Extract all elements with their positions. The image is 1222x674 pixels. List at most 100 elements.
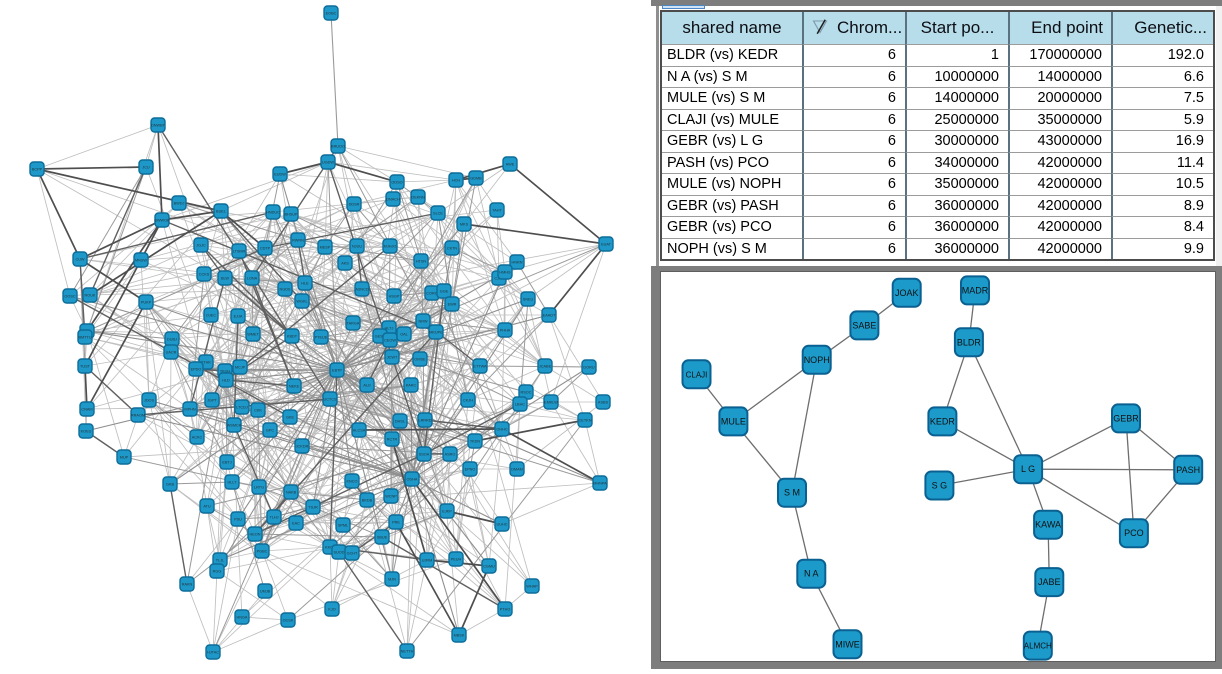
svg-text:DHSL: DHSL: [395, 420, 405, 424]
svg-text:UUHC: UUHC: [497, 523, 508, 527]
svg-text:SUOD: SUOD: [334, 551, 345, 555]
svg-text:ACKC: ACKC: [192, 436, 203, 440]
svg-text:ATU: ATU: [203, 505, 211, 509]
svg-text:ASRO: ASRO: [445, 453, 456, 457]
svg-text:HCH: HCH: [452, 179, 460, 183]
svg-text:EJKP: EJKP: [442, 510, 452, 514]
svg-text:KBDT: KBDT: [287, 335, 298, 339]
svg-text:EAC: EAC: [292, 522, 300, 526]
svg-text:OJEC: OJEC: [206, 314, 216, 318]
svg-text:MKUPE: MKUPE: [429, 331, 443, 335]
svg-text:JCWT: JCWT: [387, 356, 398, 360]
svg-text:KOEU: KOEU: [81, 430, 92, 434]
svg-text:MESP: MESP: [320, 246, 331, 250]
svg-text:ETTWA: ETTWA: [473, 365, 487, 369]
svg-text:CEOW: CEOW: [384, 339, 396, 343]
svg-text:SNEU: SNEU: [523, 298, 534, 302]
svg-text:ASNCD: ASNCD: [355, 288, 369, 292]
svg-text:MJHJO: MJHJO: [384, 245, 397, 249]
svg-text:LRRRD: LRRRD: [418, 419, 431, 423]
svg-text:HSGP: HSGP: [389, 295, 400, 299]
svg-text:BRUOO: BRUOO: [331, 145, 345, 149]
svg-text:EMKLW: EMKLW: [544, 401, 558, 405]
svg-text:CKTN: CKTN: [447, 247, 458, 251]
svg-text:RWRN: RWRN: [292, 239, 304, 243]
svg-text:PGBC: PGBC: [257, 550, 268, 554]
svg-text:HNDUC: HNDUC: [266, 211, 280, 215]
svg-text:HTSN: HTSN: [416, 260, 427, 264]
svg-text:JCABE: JCABE: [539, 365, 552, 369]
svg-text:TTHK: TTHK: [201, 361, 211, 365]
svg-text:JGJC: JGJC: [196, 244, 206, 248]
svg-text:HJTAC: HJTAC: [207, 651, 219, 655]
svg-text:UGDW: UGDW: [322, 161, 334, 165]
svg-text:KARC: KARC: [406, 384, 417, 388]
svg-text:RSOC: RSOC: [521, 391, 532, 395]
svg-text:OHHC: OHHC: [496, 428, 507, 432]
svg-text:GESD: GESD: [375, 335, 386, 339]
svg-text:GDMB: GDMB: [470, 177, 482, 181]
svg-text:OMSE: OMSE: [414, 358, 426, 362]
svg-text:MJN: MJN: [388, 578, 396, 582]
svg-text:NGDS: NGDS: [280, 288, 291, 292]
svg-text:CETKN: CETKN: [579, 419, 592, 423]
svg-text:NAKB: NAKB: [286, 491, 297, 495]
svg-text:WSMCK: WSMCK: [227, 424, 242, 428]
svg-text:WGKL: WGKL: [296, 300, 307, 304]
svg-text:BMTTU: BMTTU: [78, 336, 91, 340]
svg-text:KKOJ: KKOJ: [325, 546, 335, 550]
svg-text:ODSO: ODSO: [391, 181, 402, 185]
svg-text:AKS: AKS: [341, 262, 349, 266]
svg-text:DNACH: DNACH: [386, 198, 400, 202]
svg-text:HLCSA: HLCSA: [353, 429, 366, 433]
svg-text:PSU: PSU: [234, 518, 242, 522]
svg-text:MCJP: MCJP: [235, 366, 246, 370]
svg-text:EBTP: EBTP: [332, 369, 342, 373]
svg-text:HMHS: HMHS: [499, 271, 511, 275]
svg-text:TKDN: TKDN: [470, 440, 481, 444]
svg-text:UMJB: UMJB: [260, 590, 271, 594]
svg-text:LRTG: LRTG: [254, 486, 264, 490]
svg-text:GCHT: GCHT: [347, 552, 358, 556]
svg-text:BLW: BLW: [221, 277, 229, 281]
svg-text:RGG: RGG: [213, 570, 222, 574]
svg-text:CKK: CKK: [254, 409, 262, 413]
svg-text:TLHJ: TLHJ: [269, 516, 278, 520]
svg-text:TKUH: TKUH: [220, 370, 231, 374]
svg-text:CKJH: CKJH: [463, 399, 473, 403]
svg-text:SBUE: SBUE: [377, 536, 388, 540]
svg-text:RAKN: RAKN: [182, 583, 193, 587]
svg-text:DORU: DORU: [583, 366, 594, 370]
svg-text:DDSR: DDSR: [349, 203, 360, 207]
svg-text:GKE: GKE: [286, 416, 294, 420]
svg-text:EPDO: EPDO: [191, 368, 202, 372]
svg-text:HLD: HLD: [222, 379, 230, 383]
svg-text:TSJR: TSJR: [308, 506, 318, 510]
svg-text:MBSK: MBSK: [454, 634, 465, 638]
svg-text:RCTR: RCTR: [387, 438, 398, 442]
svg-text:CCKS: CCKS: [199, 273, 210, 277]
svg-text:BCPP: BCPP: [32, 168, 43, 172]
svg-text:JGPT: JGPT: [207, 399, 217, 403]
svg-text:BWWOB: BWWOB: [154, 219, 170, 223]
svg-text:EUAT: EUAT: [601, 243, 612, 247]
svg-text:RRAOM: RRAOM: [131, 414, 145, 418]
svg-text:JCU: JCU: [142, 166, 150, 170]
svg-text:HNRN: HNRN: [512, 261, 523, 265]
svg-text:LTSMR: LTSMR: [233, 250, 246, 254]
svg-text:HLLT: HLLT: [227, 481, 237, 485]
svg-text:PTEUE: PTEUE: [315, 336, 328, 340]
svg-text:MUP: MUP: [120, 456, 129, 460]
svg-text:ASBS: ASBS: [598, 401, 609, 405]
svg-text:DMAM: DMAM: [511, 468, 523, 472]
svg-text:GKB: GKB: [166, 483, 174, 487]
svg-text:WHAP: WHAP: [526, 585, 538, 589]
svg-text:EPNO: EPNO: [465, 468, 476, 472]
svg-text:ROUK: ROUK: [85, 294, 96, 298]
svg-text:KJO: KJO: [328, 608, 335, 612]
svg-text:NRW: NRW: [419, 320, 428, 324]
svg-text:SSOA: SSOA: [419, 453, 430, 457]
svg-text:AWE: AWE: [506, 163, 515, 167]
svg-text:EOBC: EOBC: [326, 12, 337, 16]
svg-text:PTHO: PTHO: [500, 608, 511, 612]
